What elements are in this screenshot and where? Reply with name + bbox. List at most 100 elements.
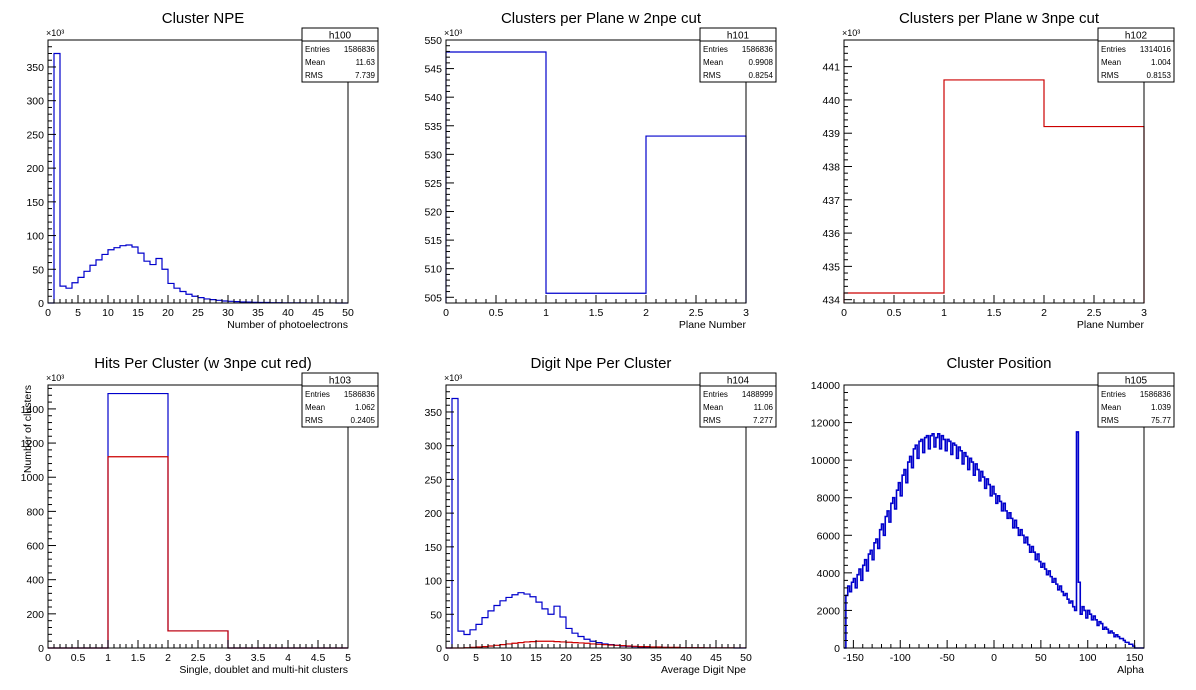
- y-axis-multiplier: ×10³: [842, 28, 860, 38]
- x-tick-label: 4.5: [311, 652, 326, 664]
- y-tick-label: 8000: [817, 493, 841, 505]
- stats-mean-value: 11.63: [356, 58, 376, 67]
- y-tick-label: 434: [822, 295, 840, 307]
- x-tick-label: 1.5: [589, 307, 604, 319]
- x-axis-title: Plane Number: [679, 319, 747, 331]
- x-tick-label: 10: [102, 307, 114, 319]
- x-tick-label: 1: [941, 307, 947, 319]
- y-tick-label: 14000: [811, 380, 840, 392]
- y-tick-label: 6000: [817, 530, 841, 542]
- x-tick-label: 0.5: [489, 307, 504, 319]
- stats-mean-value: 1.004: [1151, 58, 1172, 67]
- stats-entries-label: Entries: [305, 45, 330, 54]
- x-tick-label: -100: [890, 652, 911, 664]
- y-tick-label: 350: [26, 62, 44, 74]
- x-tick-label: 0.5: [71, 652, 86, 664]
- y-tick-label: 300: [26, 96, 44, 108]
- x-tick-label: 15: [530, 652, 542, 664]
- x-tick-label: 40: [680, 652, 692, 664]
- chart-title: Clusters per Plane w 3npe cut: [899, 10, 1100, 27]
- chart-h101: Clusters per Plane w 2npe cut 0 0.5 1 1.5 2 2.…: [424, 10, 777, 331]
- y-axis-title: Number of clusters: [22, 385, 34, 473]
- stats-name: h105: [1125, 376, 1148, 387]
- y-tick-label: 438: [822, 162, 840, 174]
- stats-mean-label: Mean: [703, 403, 723, 412]
- stats-name: h104: [727, 376, 750, 387]
- stats-entries-label: Entries: [703, 45, 728, 54]
- x-tick-label: 3: [743, 307, 749, 319]
- stats-rms-label: RMS: [1101, 71, 1119, 80]
- chart-h105: Cluster Position -150 -100 -50 0 50 100 150 0 200…: [811, 355, 1175, 676]
- y-tick-label: 505: [424, 292, 442, 304]
- stats-name: h103: [329, 376, 352, 387]
- y-tick-label: 530: [424, 149, 442, 161]
- chart-h104: Digit Npe Per Cluster 0 5 10 15 20 25 30 35 40 45 5…: [424, 355, 777, 676]
- stats-box-frame: [1097, 372, 1175, 428]
- y-axis-multiplier: ×10³: [444, 28, 462, 38]
- chart-h100: Cluster NPE 0 5 10 15 20 25 30 35 40 45 50 0 50 100 150…: [26, 10, 379, 331]
- stats-rms-label: RMS: [703, 416, 721, 425]
- x-tick-label: 3: [1141, 307, 1147, 319]
- histogram-series-0: [843, 79, 1145, 303]
- x-tick-label: 0: [45, 652, 51, 664]
- x-tick-label: 4: [285, 652, 291, 664]
- y-tick-label: 1000: [21, 472, 45, 484]
- y-tick-label: 150: [26, 197, 44, 209]
- y-tick-label: 510: [424, 264, 442, 276]
- x-tick-label: 50: [342, 307, 354, 319]
- x-tick-label: 2.5: [1087, 307, 1102, 319]
- stats-box-frame: [301, 27, 379, 83]
- stats-box-frame: [301, 372, 379, 428]
- stats-entries-value: 1314016: [1140, 45, 1172, 54]
- chart-title: Clusters per Plane w 2npe cut: [501, 10, 702, 27]
- y-tick-label: 200: [26, 163, 44, 175]
- y-tick-label: 540: [424, 92, 442, 104]
- stats-rms-value: 0.2405: [351, 416, 376, 425]
- y-tick-label: 100: [26, 231, 44, 243]
- y-tick-label: 2000: [817, 605, 841, 617]
- stats-mean-label: Mean: [703, 58, 723, 67]
- y-tick-label: 350: [424, 407, 442, 419]
- x-tick-label: 2.5: [191, 652, 206, 664]
- x-tick-label: 150: [1126, 652, 1144, 664]
- x-tick-label: 45: [710, 652, 722, 664]
- histogram-series-1: [48, 456, 348, 649]
- x-tick-label: 0: [841, 307, 847, 319]
- y-tick-label: 250: [26, 129, 44, 141]
- x-tick-label: 5: [345, 652, 351, 664]
- x-tick-label: 50: [1035, 652, 1047, 664]
- y-tick-label: 0: [834, 643, 840, 655]
- stats-box: h100 Entries 1586836 Mean 11.63 RMS 7.739: [301, 27, 379, 83]
- x-tick-label: 20: [560, 652, 572, 664]
- x-tick-label: 1: [543, 307, 549, 319]
- y-tick-label: 545: [424, 64, 442, 76]
- x-tick-label: 3: [225, 652, 231, 664]
- y-tick-label: 50: [430, 609, 442, 621]
- x-tick-label: 0.5: [887, 307, 902, 319]
- x-tick-label: 30: [222, 307, 234, 319]
- y-tick-label: 441: [822, 62, 840, 74]
- stats-rms-value: 75.77: [1151, 416, 1172, 425]
- x-tick-label: 2: [1041, 307, 1047, 319]
- y-tick-label: 150: [424, 542, 442, 554]
- y-tick-label: 437: [822, 195, 840, 207]
- y-tick-label: 535: [424, 121, 442, 133]
- stats-box: h105 Entries 1586836 Mean 1.039 RMS 75.77: [1097, 372, 1175, 428]
- stats-rms-label: RMS: [703, 71, 721, 80]
- stats-box-frame: [699, 27, 777, 83]
- x-tick-label: 2: [643, 307, 649, 319]
- stats-entries-label: Entries: [1101, 45, 1126, 54]
- y-tick-label: 12000: [811, 418, 840, 430]
- y-tick-label: 0: [38, 643, 44, 655]
- stats-rms-value: 0.8254: [749, 71, 774, 80]
- y-tick-label: 515: [424, 235, 442, 247]
- y-tick-label: 0: [38, 298, 44, 310]
- x-tick-label: 5: [473, 652, 479, 664]
- x-tick-label: 1: [105, 652, 111, 664]
- x-axis-title: Single, doublet and multi-hit clusters: [179, 664, 348, 676]
- x-tick-label: -150: [843, 652, 864, 664]
- stats-entries-label: Entries: [1101, 390, 1126, 399]
- x-tick-label: 1.5: [987, 307, 1002, 319]
- x-tick-label: 0: [443, 652, 449, 664]
